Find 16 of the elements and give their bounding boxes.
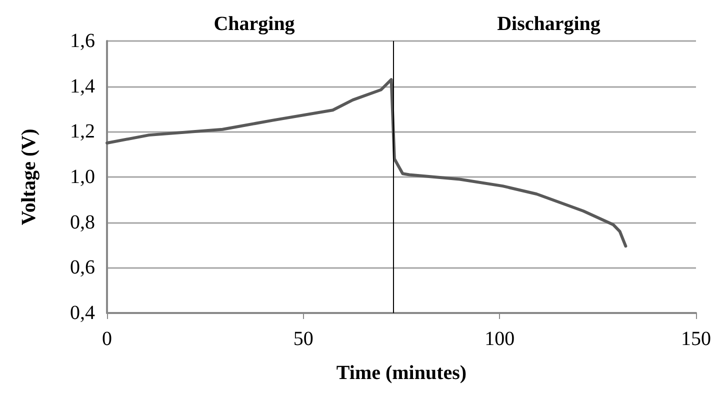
x-tick-label: 100: [484, 328, 515, 350]
text: Charging: [214, 13, 295, 35]
line-series: [106, 78, 628, 248]
y-tick-label: 0,6: [70, 256, 95, 279]
y-tick-label: 1,6: [70, 30, 95, 52]
x-tick-label: 150: [681, 328, 711, 350]
x-tick-label: 50: [293, 328, 314, 350]
x-tick-label: 0: [102, 328, 112, 350]
y-tick-label: 1,4: [70, 75, 95, 98]
text: Discharging: [497, 13, 600, 35]
y-axis-title: Voltage (V): [18, 128, 40, 226]
y-tick-label: 0,4: [70, 302, 95, 324]
y-tick-label: 1,2: [70, 120, 95, 143]
y-tick-label: 0,8: [70, 211, 95, 234]
y-tick-label: 1,0: [70, 166, 95, 188]
x-axis-title: Time (minutes): [336, 362, 467, 384]
